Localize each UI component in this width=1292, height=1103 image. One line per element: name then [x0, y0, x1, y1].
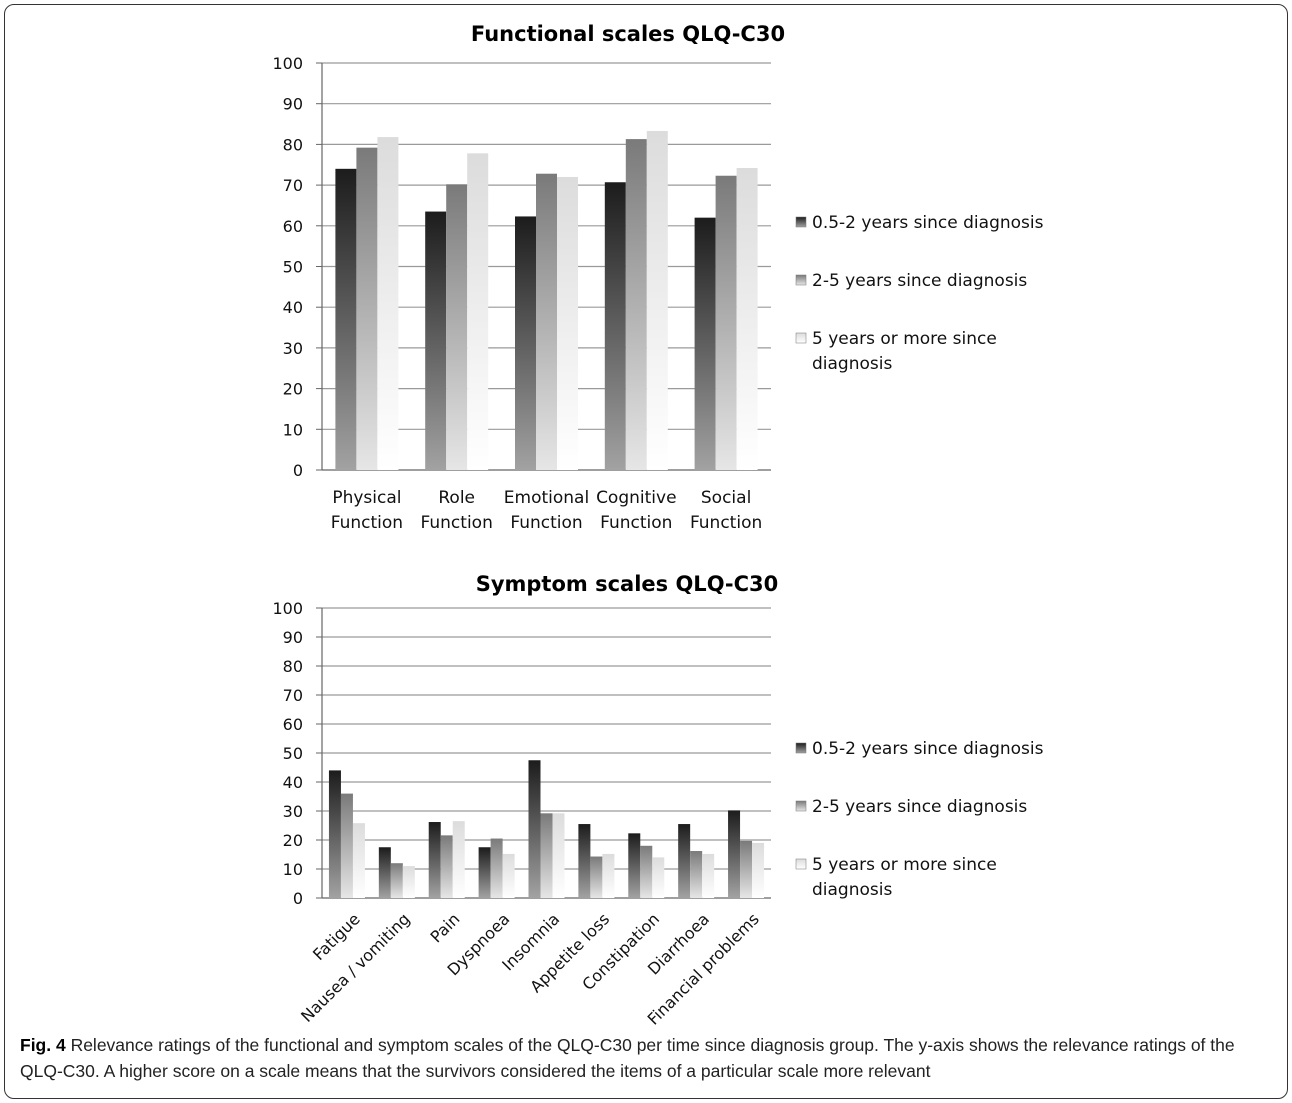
x-tick-label: Social Function [690, 488, 762, 533]
legend-label: 2-5 years since diagnosis [812, 271, 1027, 291]
bar [736, 168, 758, 471]
bar [752, 842, 765, 898]
y-tick-label: 40 [283, 298, 303, 317]
bar [478, 847, 491, 898]
bar [640, 845, 653, 898]
legend-swatch [795, 332, 807, 344]
bar [467, 153, 489, 470]
bar [378, 847, 391, 898]
bar [557, 176, 578, 470]
y-tick-label: 60 [283, 217, 303, 236]
bar [377, 137, 399, 470]
bar [536, 173, 557, 471]
bar [452, 821, 465, 898]
bar [646, 130, 668, 470]
y-tick-label: 20 [283, 380, 303, 399]
legend-label: 5 years or more since diagnosis [812, 329, 997, 374]
bar [440, 835, 453, 898]
legend-swatch [795, 742, 807, 754]
legend-swatch [795, 800, 807, 812]
y-tick-label: 0 [293, 461, 303, 480]
y-tick-label: 100 [272, 599, 303, 618]
y-tick-label: 90 [283, 628, 303, 647]
bar [652, 857, 665, 898]
figure-caption: Fig. 4 Relevance ratings of the function… [20, 1032, 1275, 1084]
bar [335, 168, 357, 470]
y-tick-label: 30 [283, 802, 303, 821]
y-tick-label: 60 [283, 715, 303, 734]
bar [604, 182, 626, 470]
bar [740, 840, 753, 898]
bar [402, 866, 415, 898]
bar [602, 853, 615, 898]
bar [340, 793, 353, 898]
y-tick-label: 0 [293, 889, 303, 908]
bar [490, 838, 503, 898]
bar [702, 853, 715, 898]
functional-scales-chart: Functional scales QLQ-C30 0 10 20 30 40 50 60 70… [272, 22, 1044, 533]
caption-text: Relevance ratings of the functional and … [20, 1035, 1235, 1081]
x-tick-label: Cognitive Function [596, 488, 676, 533]
y-tick-label: 80 [283, 135, 303, 154]
symptom-scales-chart: Symptom scales QLQ-C30 0 10 20 30 40 50 60 70 80 9… [272, 572, 1044, 1028]
bar [715, 175, 737, 470]
bar [590, 856, 603, 898]
legend-label: 2-5 years since diagnosis [812, 797, 1027, 817]
bar [690, 851, 703, 898]
y-tick-label: 90 [283, 95, 303, 114]
chart-title: Functional scales QLQ-C30 [471, 22, 785, 46]
x-tick-label: Pain [427, 909, 464, 946]
y-tick-label: 70 [283, 176, 303, 195]
legend-swatch [795, 274, 807, 286]
x-tick-label: Physical Function [331, 488, 403, 533]
bar [425, 211, 447, 470]
y-tick-label: 40 [283, 773, 303, 792]
y-tick-label: 50 [283, 744, 303, 763]
bar [328, 770, 341, 898]
y-tick-label: 30 [283, 339, 303, 358]
bar [515, 216, 536, 470]
x-tick-label: Emotional Function [504, 488, 589, 533]
y-tick-label: 10 [283, 860, 303, 879]
y-tick-label: 20 [283, 831, 303, 850]
y-tick-label: 100 [272, 54, 303, 73]
bar [356, 147, 378, 470]
bar [502, 853, 515, 898]
caption-label: Fig. 4 [20, 1035, 66, 1055]
bar [428, 822, 441, 898]
chart-title: Symptom scales QLQ-C30 [476, 572, 779, 596]
bar [540, 813, 553, 898]
legend-label: 0.5-2 years since diagnosis [812, 213, 1044, 233]
bar [728, 810, 741, 898]
bar [446, 184, 468, 470]
bar [390, 863, 403, 898]
figure-frame [4, 4, 1288, 1099]
y-tick-label: 70 [283, 686, 303, 705]
bar [678, 824, 691, 898]
y-tick-label: 80 [283, 657, 303, 676]
bar [694, 217, 716, 470]
bar [552, 813, 565, 898]
y-tick-label: 50 [283, 258, 303, 277]
legend-swatch [795, 216, 807, 228]
x-tick-label: Role Function [421, 488, 493, 533]
bar [352, 823, 365, 898]
legend-swatch [795, 858, 807, 870]
legend-label: 0.5-2 years since diagnosis [812, 739, 1044, 759]
bar [625, 139, 647, 470]
legend-label: 5 years or more since diagnosis [812, 855, 997, 900]
bar [578, 824, 591, 898]
bar [628, 833, 641, 898]
y-tick-label: 10 [283, 420, 303, 439]
bar [528, 760, 541, 898]
